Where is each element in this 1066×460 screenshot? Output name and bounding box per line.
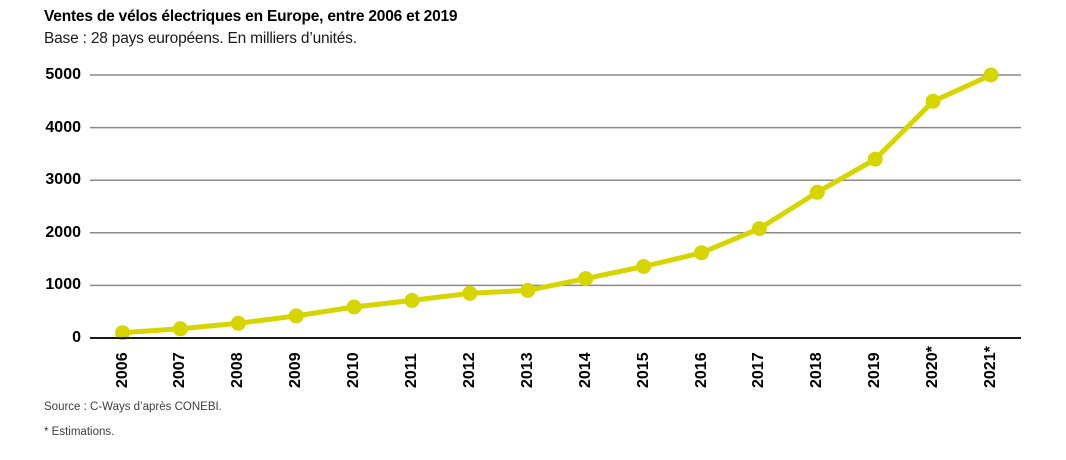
x-tick-label: 2014 bbox=[576, 352, 594, 388]
y-tick-label: 3000 bbox=[45, 171, 81, 189]
x-tick-label: 2016 bbox=[692, 352, 710, 388]
data-point-marker bbox=[983, 67, 999, 83]
data-point-marker bbox=[867, 151, 883, 167]
x-tick-label: 2013 bbox=[518, 352, 536, 388]
y-tick-label: 1000 bbox=[45, 276, 81, 294]
x-tick-label: 2020* bbox=[924, 346, 942, 388]
x-tick-label: 2012 bbox=[460, 352, 478, 388]
y-tick-label: 4000 bbox=[45, 118, 81, 136]
data-point-marker bbox=[751, 221, 767, 237]
x-tick-label: 2017 bbox=[750, 352, 768, 388]
data-point-marker bbox=[925, 93, 941, 109]
data-point-marker bbox=[520, 282, 536, 298]
series-line bbox=[120, 72, 994, 336]
data-point-marker bbox=[404, 292, 420, 308]
x-tick-label: 2018 bbox=[808, 352, 826, 388]
x-tick-label: 2009 bbox=[287, 352, 305, 388]
data-point-marker bbox=[694, 245, 709, 261]
source-note: Source : C-Ways d’après CONEBI. bbox=[44, 401, 222, 413]
x-tick-label: 2021* bbox=[982, 346, 999, 388]
x-tick-label: 2015 bbox=[634, 352, 652, 388]
x-tick-label: 2019 bbox=[866, 352, 884, 388]
data-point-marker bbox=[578, 271, 594, 287]
y-tick-label: 2000 bbox=[45, 223, 81, 241]
data-point-marker bbox=[346, 299, 362, 315]
data-point-marker bbox=[230, 315, 246, 331]
x-tick-label: 2007 bbox=[171, 352, 189, 388]
data-point-marker bbox=[288, 308, 304, 324]
x-tick-label: 2008 bbox=[229, 352, 247, 388]
data-point-marker bbox=[636, 259, 652, 274]
chart-subtitle: Base : 28 pays européens. En milliers d’… bbox=[44, 30, 357, 47]
x-tick-label: 2011 bbox=[403, 353, 420, 388]
data-point-marker bbox=[172, 321, 188, 337]
data-point-marker bbox=[115, 325, 130, 341]
chart-title: Ventes de vélos électriques en Europe, e… bbox=[44, 8, 458, 25]
estimations-note: * Estimations. bbox=[44, 426, 115, 438]
data-point-marker bbox=[809, 184, 825, 200]
plot-area bbox=[90, 67, 1021, 341]
y-tick-label: 5000 bbox=[45, 66, 81, 83]
x-tick-label: 2006 bbox=[113, 352, 131, 388]
x-tick-label: 2010 bbox=[345, 352, 363, 388]
data-point-marker bbox=[462, 285, 478, 301]
y-tick-label: 0 bbox=[72, 329, 81, 346]
